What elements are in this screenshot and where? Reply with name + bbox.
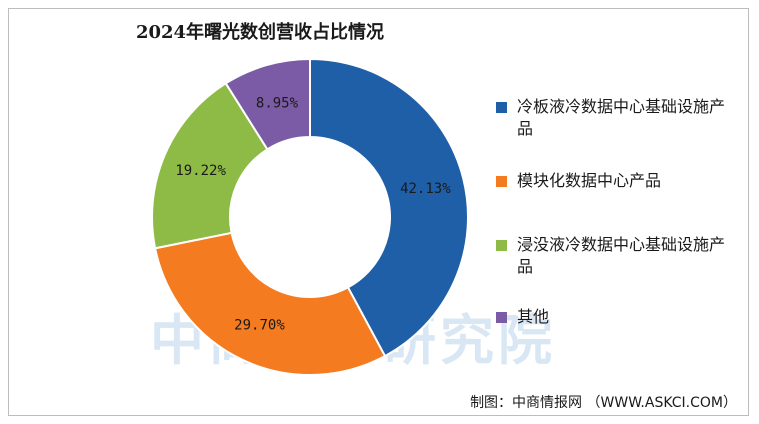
slice-data-label: 29.70%: [234, 318, 285, 334]
legend-swatch: [496, 102, 507, 113]
legend-item-modular: 模块化数据中心产品: [496, 170, 736, 192]
donut-slice: [151, 81, 269, 250]
slice-data-label: 19.22%: [175, 163, 226, 179]
slice-data-label: 42.13%: [400, 181, 451, 197]
legend-swatch: [496, 240, 507, 251]
legend-label: 浸没液冷数据中心基础设施产品: [517, 235, 726, 276]
donut-slice: [309, 57, 469, 358]
legend-item-other: 其他: [496, 306, 736, 328]
legend-label: 冷板液冷数据中心基础设施产品: [517, 97, 726, 138]
legend-label: 其他: [517, 307, 550, 326]
chart-title: 2024年曙光数创营收占比情况: [135, 22, 385, 43]
legend-swatch: [496, 312, 507, 323]
legend-item-liquid-cold-plate: 冷板液冷数据中心基础设施产品: [496, 96, 736, 140]
legend-item-immersion: 浸没液冷数据中心基础设施产品: [496, 234, 736, 278]
legend-swatch: [496, 176, 507, 187]
donut-slice: [153, 231, 387, 376]
legend-label: 模块化数据中心产品: [517, 171, 662, 190]
slice-data-label: 8.95%: [256, 96, 299, 112]
source-credit: 制图：中商情报网 （WWW.ASKCI.COM）: [470, 395, 737, 411]
chart-frame: [8, 8, 749, 416]
donut-slice: [224, 57, 311, 151]
